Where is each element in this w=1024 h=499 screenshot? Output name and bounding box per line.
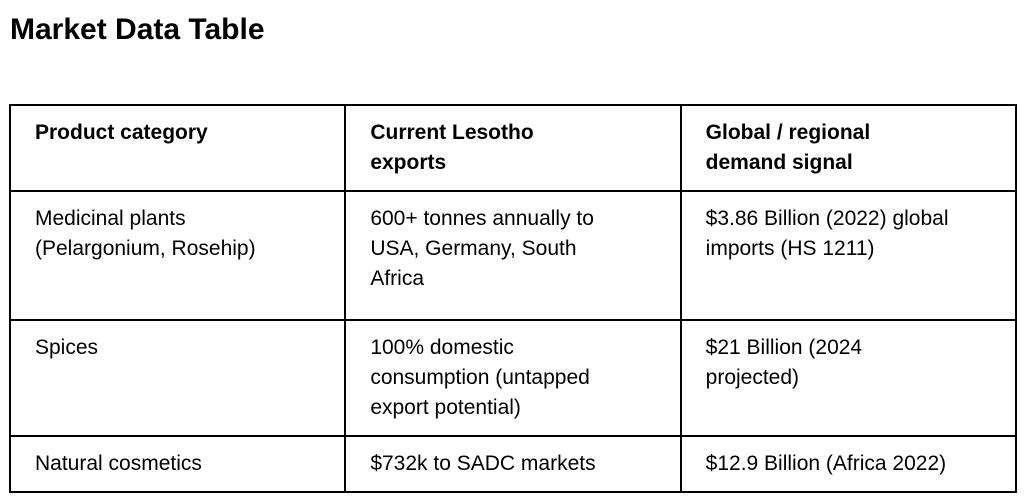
cell-natural-cosmetics-exports: $732k to SADC markets bbox=[344, 435, 682, 493]
table-header-row: Product category Current Lesotho exports… bbox=[8, 104, 1018, 192]
cell-spices-demand: $21 Billion (2024 projected) bbox=[679, 319, 1018, 437]
cell-medicinal-plants-category: Medicinal plants (Pelargonium, Rosehip) bbox=[8, 190, 347, 321]
table-row-spices: Spices 100% domestic consumption (untapp… bbox=[8, 319, 1018, 437]
cell-spices-category: Spices bbox=[8, 319, 347, 437]
table-row-medicinal-plants: Medicinal plants (Pelargonium, Rosehip) … bbox=[8, 190, 1018, 321]
cell-medicinal-plants-exports: 600+ tonnes annually to USA, Germany, So… bbox=[344, 190, 682, 321]
cell-medicinal-plants-demand: $3.86 Billion (2022) global imports (HS … bbox=[679, 190, 1018, 321]
table-row-natural-cosmetics: Natural cosmetics $732k to SADC markets … bbox=[8, 435, 1018, 493]
cell-natural-cosmetics-demand: $12.9 Billion (Africa 2022) bbox=[679, 435, 1018, 493]
column-header-product-category: Product category bbox=[8, 104, 347, 192]
column-header-global-regional-demand-signal: Global / regional demand signal bbox=[679, 104, 1018, 192]
cell-spices-exports: 100% domestic consumption (untapped expo… bbox=[344, 319, 682, 437]
page-title: Market Data Table bbox=[10, 13, 265, 46]
market-data-table: Product category Current Lesotho exports… bbox=[8, 104, 1018, 493]
column-header-current-lesotho-exports: Current Lesotho exports bbox=[344, 104, 682, 192]
cell-natural-cosmetics-category: Natural cosmetics bbox=[8, 435, 347, 493]
